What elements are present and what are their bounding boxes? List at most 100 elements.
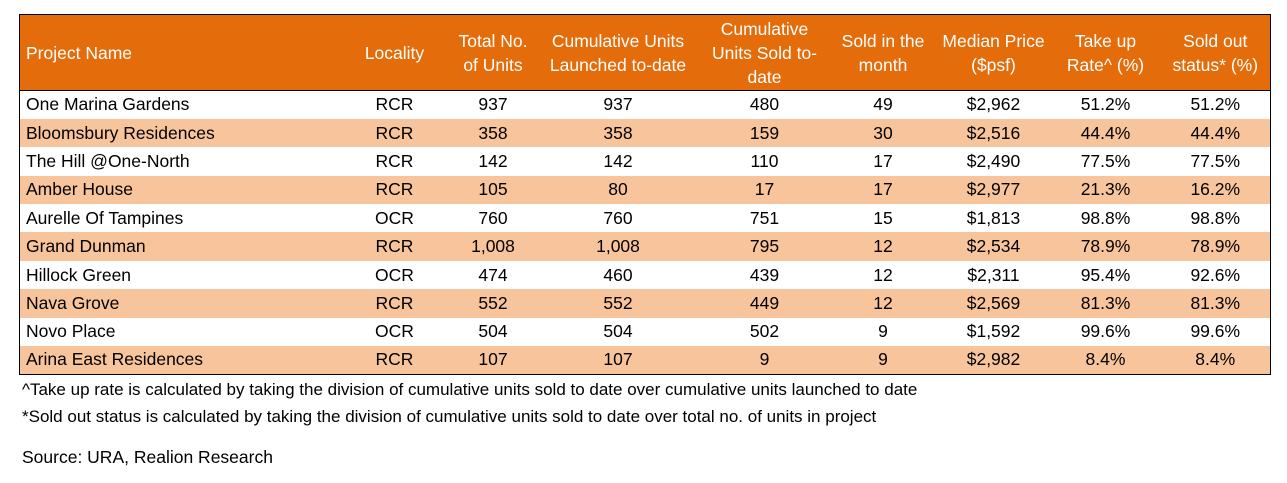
cell-locality: RCR	[375, 349, 414, 370]
cell-sold-out-status: 44.4%	[1190, 122, 1241, 143]
table-row: One Marina Gardens RCR 937 937 480 49 $2,962 51…	[19, 90, 1271, 119]
cell-median-price: $2,490	[966, 150, 1021, 171]
cell-total-units: 105	[478, 179, 508, 200]
cell-take-up-rate: 21.3%	[1080, 179, 1131, 200]
cell-project-name: Bloomsbury Residences	[26, 122, 215, 143]
table-row: Grand Dunman RCR 1,008 1,008 795 12 $2,534 78.9…	[19, 232, 1271, 261]
cell-cumulative-launched: 504	[603, 321, 633, 342]
cell-cumulative-launched: 358	[603, 122, 633, 143]
cell-project-name: Grand Dunman	[26, 236, 146, 257]
cell-cumulative-sold: 795	[749, 236, 780, 257]
cell-total-units: 474	[478, 264, 508, 285]
cell-locality: RCR	[375, 236, 414, 257]
cell-take-up-rate: 81.3%	[1080, 292, 1131, 313]
cell-take-up-rate: 78.9%	[1080, 236, 1131, 257]
cell-locality: RCR	[375, 292, 414, 313]
cell-cumulative-sold: 449	[749, 292, 780, 313]
table-row: Bloomsbury Residences RCR 358 358 159 30 $2,51…	[19, 118, 1271, 148]
cell-sold-out-status: 78.9%	[1190, 236, 1241, 257]
cell-sold-in-month: 12	[873, 264, 893, 285]
cell-cumulative-sold: 439	[749, 264, 780, 285]
column-header-total-units: Total No. of Units	[449, 14, 537, 91]
cell-sold-out-status: 98.8%	[1190, 207, 1241, 228]
cell-locality: RCR	[375, 122, 414, 143]
cell-project-name: Nava Grove	[26, 292, 120, 313]
cell-cumulative-launched: 80	[608, 179, 628, 200]
cell-cumulative-sold: 159	[749, 122, 780, 143]
cell-take-up-rate: 44.4%	[1080, 122, 1131, 143]
table-row: Aurelle Of Tampines OCR 760 760 751 15 $1,813 9…	[19, 204, 1271, 233]
table-row: The Hill @One-North RCR 142 142 110 17 $2,490 7…	[19, 147, 1271, 176]
cell-sold-out-status: 92.6%	[1190, 264, 1241, 285]
cell-cumulative-sold: 17	[754, 179, 775, 200]
cell-sold-in-month: 17	[873, 150, 893, 171]
cell-cumulative-launched: 1,008	[596, 236, 640, 257]
cell-project-name: One Marina Gardens	[26, 94, 190, 115]
cell-take-up-rate: 98.8%	[1080, 207, 1131, 228]
footnote-sold-out-status: *Sold out status is calculated by taking…	[22, 407, 877, 426]
cell-take-up-rate: 99.6%	[1080, 321, 1131, 342]
cell-cumulative-sold: 9	[759, 349, 770, 370]
cell-project-name: Aurelle Of Tampines	[26, 207, 184, 228]
cell-total-units: 504	[478, 321, 508, 342]
cell-locality: RCR	[375, 150, 414, 171]
table-row: Amber House RCR 105 80 17 17 $2,977 21.3% 16.2%	[19, 175, 1271, 205]
cell-locality: OCR	[375, 264, 414, 285]
cell-sold-in-month: 12	[873, 292, 893, 313]
cell-cumulative-sold: 480	[749, 94, 780, 115]
column-header-cumulative-sold: Cumulative Units Sold to-date	[699, 14, 830, 91]
cell-project-name: Novo Place	[26, 321, 116, 342]
column-header-sold-in-month: Sold in the month	[829, 14, 937, 91]
cell-total-units: 358	[478, 122, 508, 143]
table-row: Hillock Green OCR 474 460 439 12 $2,311 95.4% 92…	[19, 260, 1271, 290]
cell-cumulative-sold: 110	[750, 150, 779, 171]
cell-median-price: $1,813	[966, 207, 1021, 228]
footnotes: ^Take up rate is calculated by taking th…	[22, 376, 917, 430]
cell-median-price: $2,982	[966, 349, 1021, 370]
cell-project-name: Arina East Residences	[26, 349, 204, 370]
column-header-sold-out-status: Sold out status* (%)	[1160, 14, 1271, 91]
cell-total-units: 142	[478, 150, 508, 171]
cell-total-units: 1,008	[471, 236, 515, 257]
column-header-locality: Locality	[339, 14, 450, 91]
cell-cumulative-launched: 142	[603, 150, 633, 171]
cell-project-name: The Hill @One-North	[26, 150, 190, 171]
cell-sold-in-month: 30	[873, 122, 893, 143]
cell-median-price: $2,516	[966, 122, 1021, 143]
footnote-take-up-rate: ^Take up rate is calculated by taking th…	[22, 380, 918, 399]
cell-sold-out-status: 81.3%	[1190, 292, 1241, 313]
cell-sold-in-month: 15	[873, 207, 893, 228]
cell-cumulative-sold: 502	[749, 321, 780, 342]
cell-locality: RCR	[375, 179, 414, 200]
table-row: Nava Grove RCR 552 552 449 12 $2,569 81.3% 81.3%	[19, 289, 1271, 318]
table-row: Arina East Residences RCR 107 107 9 9 $2,982 8.…	[19, 346, 1271, 375]
cell-median-price: $2,962	[966, 94, 1021, 115]
cell-cumulative-launched: 107	[603, 349, 633, 370]
cell-sold-in-month: 49	[873, 94, 893, 115]
cell-sold-in-month: 12	[873, 236, 893, 257]
cell-project-name: Amber House	[26, 179, 133, 200]
column-header-take-up-rate: Take up Rate^ (%)	[1050, 14, 1161, 91]
source-note: Source: URA, Realion Research	[22, 447, 273, 467]
cell-cumulative-launched: 460	[603, 264, 633, 285]
cell-sold-out-status: 51.2%	[1190, 94, 1241, 115]
cell-sold-out-status: 16.2%	[1190, 179, 1241, 200]
table-body: One Marina Gardens RCR 937 937 480 49 $2,962 51…	[19, 90, 1271, 375]
cell-cumulative-launched: 937	[603, 94, 633, 115]
cell-total-units: 552	[478, 292, 508, 313]
column-header-cumulative-launched: Cumulative Units Launched to-date	[536, 14, 700, 91]
cell-sold-in-month: 9	[878, 349, 888, 370]
cell-total-units: 760	[478, 207, 508, 228]
cell-project-name: Hillock Green	[26, 264, 132, 285]
data-table: Project Name Locality Total No. of Units…	[19, 14, 1271, 375]
table-row: Novo Place OCR 504 504 502 9 $1,592 99.6% 99.6%	[19, 317, 1271, 347]
cell-sold-in-month: 9	[878, 321, 888, 342]
cell-locality: OCR	[375, 321, 414, 342]
cell-cumulative-launched: 552	[603, 292, 633, 313]
cell-median-price: $2,569	[966, 292, 1021, 313]
cell-sold-in-month: 17	[873, 179, 893, 200]
cell-median-price: $2,534	[966, 236, 1021, 257]
cell-sold-out-status: 8.4%	[1195, 349, 1236, 370]
column-header-median-price: Median Price ($psf)	[936, 14, 1051, 91]
cell-total-units: 107	[478, 349, 508, 370]
